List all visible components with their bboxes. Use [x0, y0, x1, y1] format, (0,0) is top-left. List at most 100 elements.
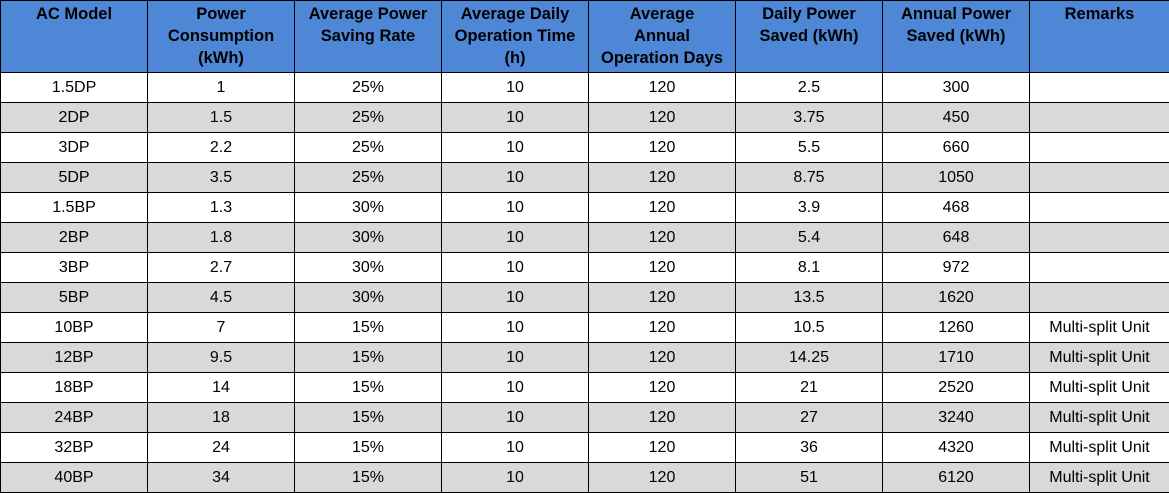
cell-annual-power-saved: 1710	[883, 343, 1030, 373]
header-text: Saved (kWh)	[736, 25, 882, 47]
cell-saving-rate: 30%	[295, 193, 442, 223]
cell-saving-rate: 25%	[295, 163, 442, 193]
header-text: Power	[148, 3, 294, 25]
cell-annual-power-saved: 6120	[883, 463, 1030, 493]
header-text: Remarks	[1030, 3, 1169, 25]
table-row: 1.5BP 1.3 30% 10 120 3.9 468	[1, 193, 1169, 223]
table-row: 12BP 9.5 15% 10 120 14.25 1710 Multi-spl…	[1, 343, 1169, 373]
cell-daily-operation-time: 10	[442, 223, 589, 253]
cell-annual-power-saved: 450	[883, 103, 1030, 133]
header-ac-model: AC Model	[1, 1, 148, 73]
cell-power-consumption: 24	[148, 433, 295, 463]
cell-annual-power-saved: 3240	[883, 403, 1030, 433]
table-row: 5DP 3.5 25% 10 120 8.75 1050	[1, 163, 1169, 193]
cell-annual-operation-days: 120	[589, 193, 736, 223]
header-text: Average	[589, 3, 735, 25]
cell-daily-operation-time: 10	[442, 463, 589, 493]
cell-daily-power-saved: 8.75	[736, 163, 883, 193]
cell-annual-power-saved: 1620	[883, 283, 1030, 313]
header-text: Operation Time	[442, 25, 588, 47]
cell-annual-operation-days: 120	[589, 403, 736, 433]
cell-power-consumption: 4.5	[148, 283, 295, 313]
table-row: 24BP 18 15% 10 120 27 3240 Multi-split U…	[1, 403, 1169, 433]
cell-daily-power-saved: 3.75	[736, 103, 883, 133]
header-daily-operation-time: Average Daily Operation Time (h)	[442, 1, 589, 73]
cell-ac-model: 5BP	[1, 283, 148, 313]
table-row: 18BP 14 15% 10 120 21 2520 Multi-split U…	[1, 373, 1169, 403]
cell-annual-power-saved: 468	[883, 193, 1030, 223]
cell-remarks	[1030, 193, 1169, 223]
cell-daily-power-saved: 13.5	[736, 283, 883, 313]
cell-annual-operation-days: 120	[589, 223, 736, 253]
cell-remarks	[1030, 283, 1169, 313]
cell-daily-operation-time: 10	[442, 343, 589, 373]
cell-power-consumption: 1.3	[148, 193, 295, 223]
cell-daily-operation-time: 10	[442, 163, 589, 193]
cell-annual-operation-days: 120	[589, 463, 736, 493]
cell-annual-power-saved: 1260	[883, 313, 1030, 343]
cell-daily-power-saved: 5.5	[736, 133, 883, 163]
cell-saving-rate: 30%	[295, 223, 442, 253]
cell-daily-power-saved: 5.4	[736, 223, 883, 253]
header-text: Average Daily	[442, 3, 588, 25]
header-daily-power-saved: Daily Power Saved (kWh)	[736, 1, 883, 73]
cell-saving-rate: 15%	[295, 433, 442, 463]
header-text: Operation Days	[589, 47, 735, 69]
cell-remarks: Multi-split Unit	[1030, 373, 1169, 403]
table-row: 1.5DP 1 25% 10 120 2.5 300	[1, 73, 1169, 103]
cell-annual-operation-days: 120	[589, 283, 736, 313]
cell-remarks: Multi-split Unit	[1030, 313, 1169, 343]
cell-annual-power-saved: 660	[883, 133, 1030, 163]
cell-remarks	[1030, 223, 1169, 253]
cell-daily-operation-time: 10	[442, 313, 589, 343]
header-row: AC Model Power Consumption (kWh) Average…	[1, 1, 1169, 73]
cell-annual-operation-days: 120	[589, 103, 736, 133]
cell-power-consumption: 2.7	[148, 253, 295, 283]
header-text: AC Model	[1, 3, 147, 25]
cell-power-consumption: 1.5	[148, 103, 295, 133]
cell-remarks	[1030, 163, 1169, 193]
cell-power-consumption: 2.2	[148, 133, 295, 163]
cell-daily-operation-time: 10	[442, 283, 589, 313]
header-text: Daily Power	[736, 3, 882, 25]
cell-power-consumption: 7	[148, 313, 295, 343]
cell-ac-model: 10BP	[1, 313, 148, 343]
cell-ac-model: 3BP	[1, 253, 148, 283]
cell-remarks	[1030, 133, 1169, 163]
cell-ac-model: 18BP	[1, 373, 148, 403]
table-row: 40BP 34 15% 10 120 51 6120 Multi-split U…	[1, 463, 1169, 493]
cell-saving-rate: 15%	[295, 343, 442, 373]
cell-ac-model: 1.5BP	[1, 193, 148, 223]
cell-saving-rate: 30%	[295, 253, 442, 283]
cell-remarks: Multi-split Unit	[1030, 463, 1169, 493]
cell-remarks	[1030, 253, 1169, 283]
cell-power-consumption: 3.5	[148, 163, 295, 193]
cell-annual-operation-days: 120	[589, 433, 736, 463]
cell-annual-operation-days: 120	[589, 373, 736, 403]
cell-daily-power-saved: 8.1	[736, 253, 883, 283]
cell-daily-operation-time: 10	[442, 103, 589, 133]
cell-saving-rate: 30%	[295, 283, 442, 313]
table-row: 3DP 2.2 25% 10 120 5.5 660	[1, 133, 1169, 163]
cell-daily-power-saved: 2.5	[736, 73, 883, 103]
table-row: 32BP 24 15% 10 120 36 4320 Multi-split U…	[1, 433, 1169, 463]
cell-saving-rate: 25%	[295, 103, 442, 133]
cell-ac-model: 24BP	[1, 403, 148, 433]
cell-daily-power-saved: 21	[736, 373, 883, 403]
cell-daily-operation-time: 10	[442, 373, 589, 403]
cell-daily-power-saved: 3.9	[736, 193, 883, 223]
cell-saving-rate: 25%	[295, 73, 442, 103]
cell-ac-model: 32BP	[1, 433, 148, 463]
cell-saving-rate: 15%	[295, 313, 442, 343]
cell-daily-operation-time: 10	[442, 433, 589, 463]
cell-annual-operation-days: 120	[589, 133, 736, 163]
cell-ac-model: 12BP	[1, 343, 148, 373]
cell-annual-power-saved: 972	[883, 253, 1030, 283]
header-text: (h)	[442, 47, 588, 69]
header-annual-operation-days: Average Annual Operation Days	[589, 1, 736, 73]
cell-daily-operation-time: 10	[442, 73, 589, 103]
cell-daily-power-saved: 10.5	[736, 313, 883, 343]
table-row: 2BP 1.8 30% 10 120 5.4 648	[1, 223, 1169, 253]
cell-daily-power-saved: 27	[736, 403, 883, 433]
